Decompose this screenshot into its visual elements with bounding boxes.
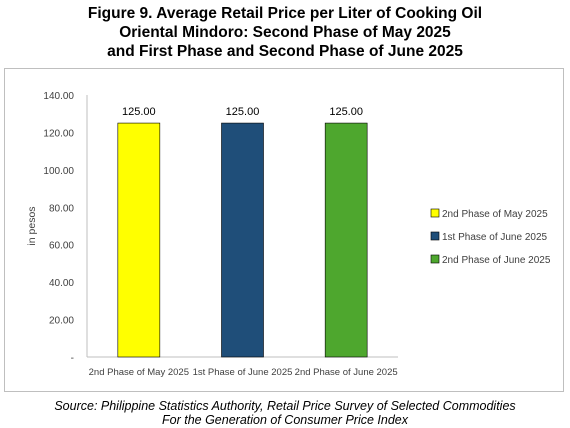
y-axis-label: in pesos [26,206,38,245]
chart-title-line-3: and First Phase and Second Phase of June… [107,43,463,60]
chart-title-line-1: Figure 9. Average Retail Price per Liter… [87,5,483,22]
source-line-1: Source: Philippine Statistics Authority,… [54,399,516,413]
legend-label: 2nd Phase of May 2025 [442,209,548,220]
bar [324,122,368,358]
data-label: 125.00 [226,106,260,118]
legend-swatch [430,208,440,218]
data-label: 125.00 [329,106,363,118]
source-line-2: For the Generation of Consumer Price Ind… [162,413,408,427]
y-tick-label: - [71,353,74,364]
chart-frame [4,68,564,392]
x-tick-label: 2nd Phase of June 2025 [295,367,398,378]
y-tick-label: 80.00 [49,203,74,214]
bar [221,122,264,358]
y-tick-label: 20.00 [49,316,74,327]
source-note: Source: Philippine Statistics Authority,… [0,399,570,427]
y-tick-label: 120.00 [43,128,74,139]
legend-label: 1st Phase of June 2025 [442,232,548,243]
bar [117,122,161,358]
x-tick-label: 2nd Phase of May 2025 [89,367,189,378]
data-label: 125.00 [122,106,156,118]
legend-swatch [430,254,440,264]
y-tick-label: 140.00 [43,91,74,102]
chart-title-line-2: Oriental Mindoro: Second Phase of May 20… [119,24,451,41]
x-tick-label: 1st Phase of June 2025 [193,367,293,378]
y-tick-label: 40.00 [49,278,74,289]
chart-title: Figure 9. Average Retail Price per Liter… [0,4,570,61]
legend-swatch [430,231,440,241]
y-tick-label: 100.00 [43,166,74,177]
y-tick-label: 60.00 [49,241,74,252]
legend-label: 2nd Phase of June 2025 [442,255,551,266]
